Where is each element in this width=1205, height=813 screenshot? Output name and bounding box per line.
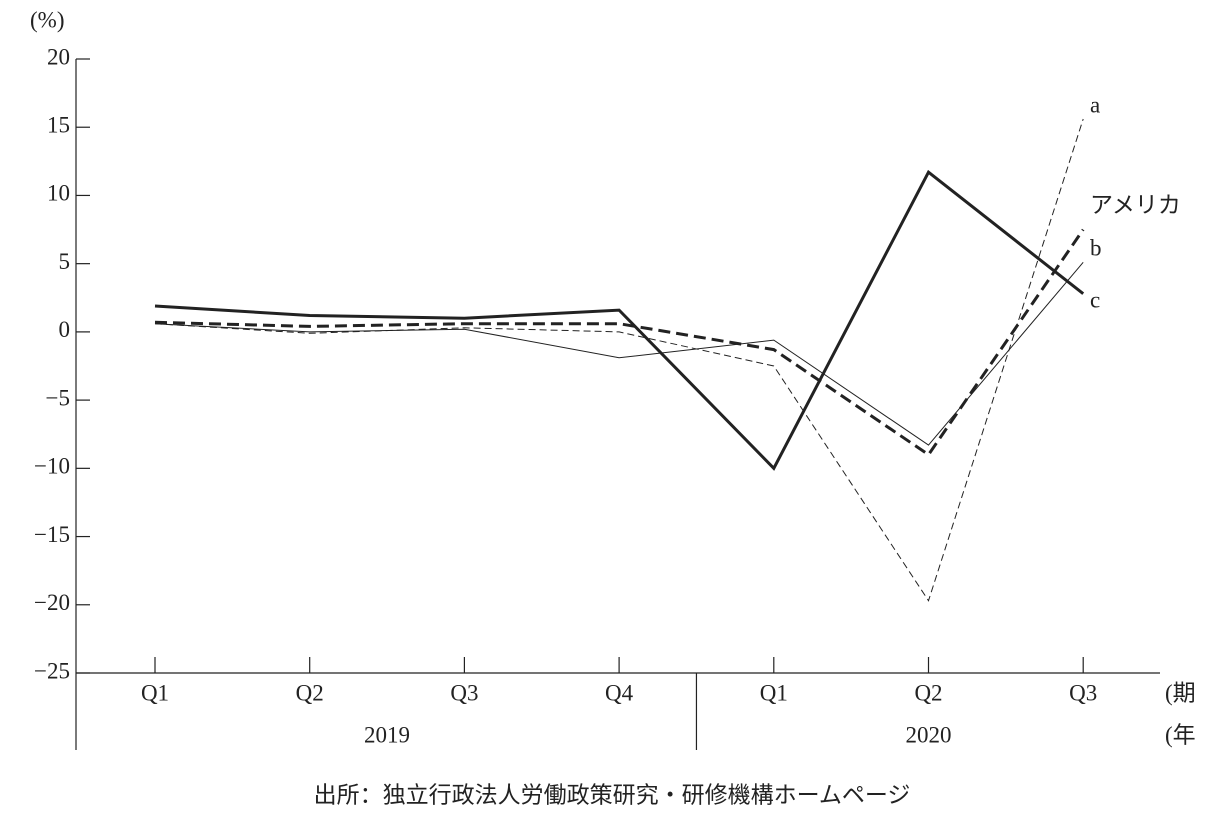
x-tick-label: Q3 (1069, 680, 1097, 705)
y-tick-label: −20 (34, 590, 70, 615)
x-group-label: 2020 (906, 722, 952, 747)
y-tick-label: 0 (59, 317, 71, 342)
y-tick-label: 15 (47, 113, 70, 138)
y-tick-label: −25 (34, 658, 70, 683)
y-tick-label: −5 (46, 385, 70, 410)
x-group-label: 2019 (364, 722, 410, 747)
series-line (154, 118, 1084, 602)
series-label: c (1090, 287, 1100, 312)
series-line (154, 228, 1085, 457)
series-label: b (1090, 235, 1102, 260)
x-tick-label: Q1 (760, 680, 788, 705)
series-label: a (1090, 92, 1100, 117)
series-label: アメリカ (1090, 192, 1181, 217)
y-tick-label: 20 (47, 44, 70, 69)
x-tick-label: Q4 (605, 680, 634, 705)
x-unit: (期 (1165, 680, 1196, 705)
y-unit: (%) (30, 7, 64, 32)
x-tick-label: Q3 (450, 680, 478, 705)
x-tick-label: Q1 (141, 680, 169, 705)
y-tick-label: 5 (59, 249, 71, 274)
series-line (154, 169, 1085, 471)
y-tick-label: −10 (34, 454, 70, 479)
series-line (154, 261, 1084, 446)
x-tick-label: Q2 (914, 680, 942, 705)
y-tick-label: −15 (34, 522, 70, 547)
source: 出所：独立行政法人労働政策研究・研修機構ホームページ (314, 782, 911, 807)
x-tick-label: Q2 (296, 680, 324, 705)
x-group-unit: (年 (1165, 722, 1196, 747)
y-tick-label: 10 (47, 181, 70, 206)
